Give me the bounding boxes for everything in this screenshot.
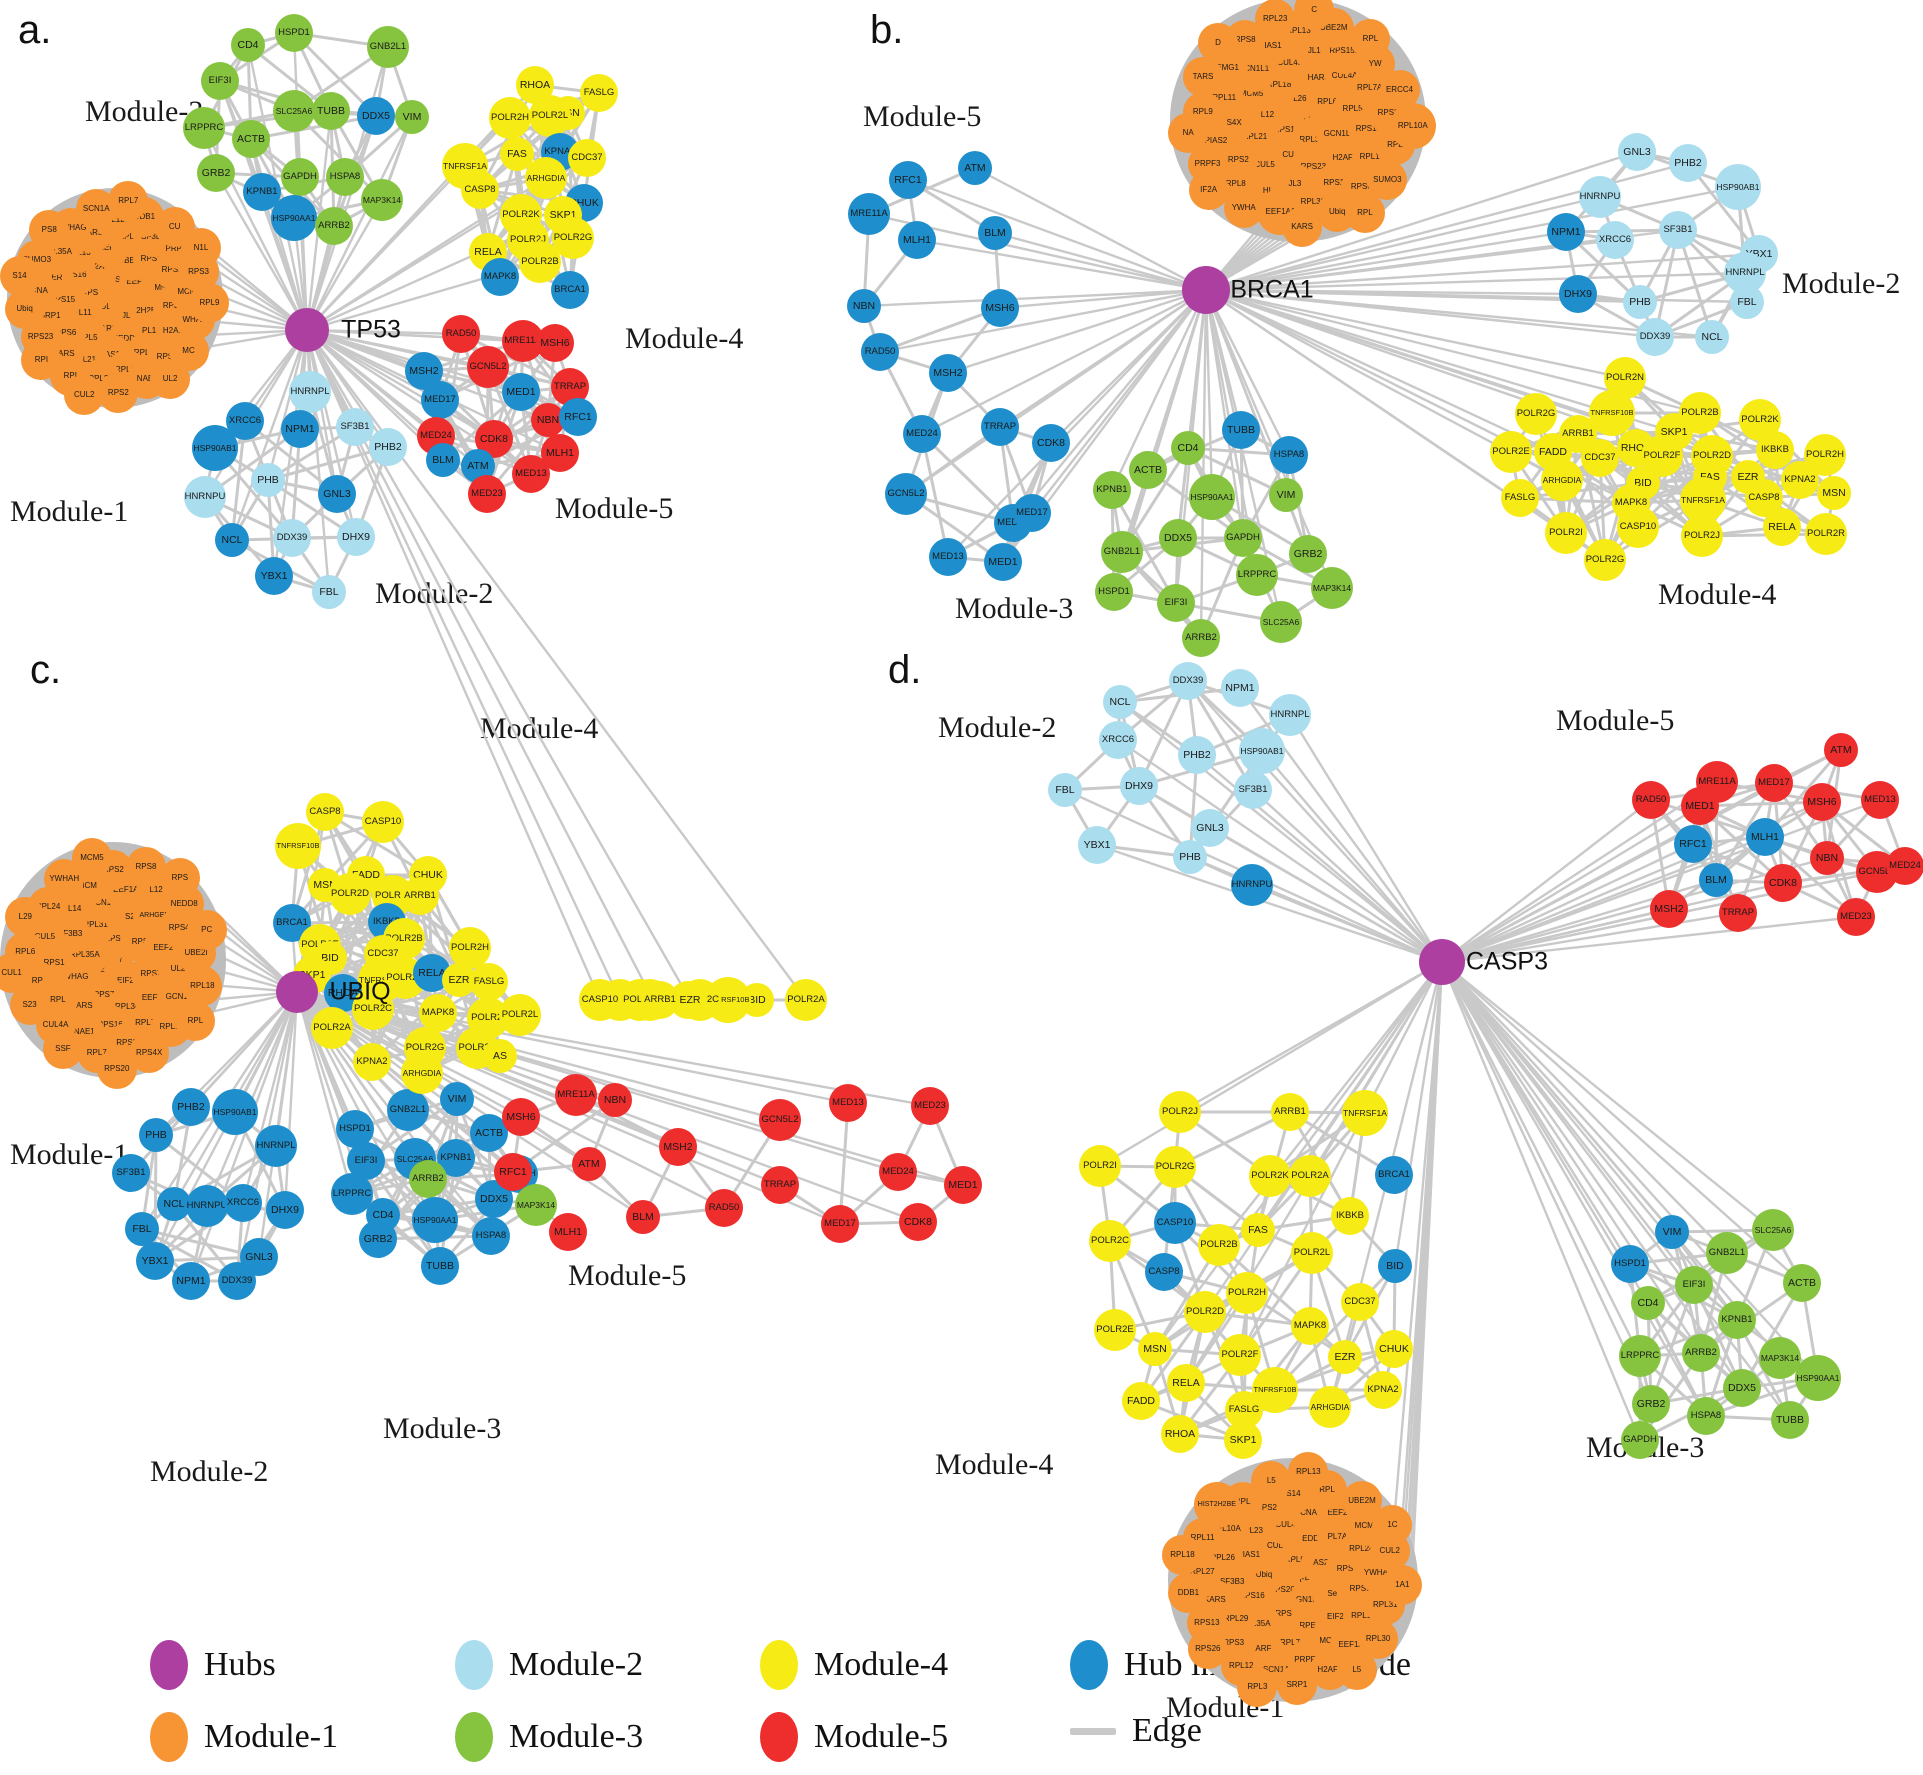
module-label-c-module-2: Module-2: [150, 1455, 269, 1488]
node-label: L5: [1352, 1665, 1362, 1675]
node-label: RPL18: [1170, 1550, 1195, 1560]
hub-label-tp53: TP53: [341, 315, 401, 344]
node-label: 1C: [1387, 1519, 1398, 1529]
node-label: RPS26: [1195, 1643, 1221, 1653]
module-label-a-module-1: Module-1: [10, 495, 129, 528]
node-label: UBE2M: [1348, 1495, 1376, 1505]
node-label: 1A1: [1395, 1580, 1410, 1590]
node-label: RPL3: [1247, 1682, 1268, 1692]
module-label-c-module-1: Module-1: [10, 1138, 129, 1171]
node-rps26[interactable]: RPS26: [1187, 1628, 1228, 1669]
hub-node-brca1[interactable]: [1182, 266, 1230, 314]
hub-node-casp3[interactable]: [1419, 939, 1465, 985]
node-l5[interactable]: L5: [1251, 1461, 1292, 1502]
node-ddb1[interactable]: DDB1: [1168, 1572, 1209, 1613]
legend-color-swatch: [1070, 1640, 1108, 1690]
node-label: DDB1: [1177, 1587, 1200, 1597]
legend-item-module-2: Module-2: [455, 1640, 643, 1690]
module-label-c-module-3: Module-3: [383, 1412, 502, 1445]
node-rpi[interactable]: RPI: [21, 339, 62, 380]
legend-item-module-3: Module-3: [455, 1712, 643, 1762]
panel-letter-a: a.: [18, 8, 52, 52]
node-rpl13[interactable]: RPL13: [1288, 1452, 1329, 1493]
hub-label-casp3: CASP3: [1466, 947, 1548, 976]
legend-label: Module-4: [814, 1646, 949, 1683]
module-label-d-module-5: Module-5: [1556, 704, 1675, 737]
panel-letter-b: b.: [870, 8, 904, 52]
panel-letter-c: c.: [30, 648, 62, 692]
legend-item-edge: Edge: [1070, 1712, 1202, 1750]
node-rpl18[interactable]: RPL18: [1162, 1535, 1203, 1576]
node-label: RPS13: [1194, 1618, 1220, 1628]
node-hist2h2be[interactable]: HIST2H2BE: [1193, 1481, 1240, 1528]
node-label: RPL13: [1296, 1467, 1321, 1477]
module-label-b-module-3: Module-3: [955, 592, 1074, 625]
hub-label-brca1: BRCA1: [1230, 275, 1314, 304]
node-rpl3[interactable]: RPL3: [1237, 1667, 1278, 1708]
node-label: CUL2: [1379, 1545, 1400, 1555]
legend-color-swatch: [150, 1640, 188, 1690]
node-label: SRP1: [1286, 1679, 1308, 1689]
legend-color-swatch: [455, 1712, 493, 1762]
legend-color-swatch: [455, 1640, 493, 1690]
legend-item-hubs: Hubs: [150, 1640, 276, 1690]
node-l5[interactable]: L5: [1336, 1650, 1377, 1691]
legend-color-swatch: [150, 1712, 188, 1762]
node-cul2[interactable]: CUL2: [64, 374, 105, 415]
hub-node-ubiq[interactable]: [276, 971, 318, 1013]
legend-color-swatch: [760, 1712, 798, 1762]
node-label: RPL30: [1365, 1634, 1391, 1643]
legend-edge-swatch: [1070, 1727, 1116, 1735]
node-label: HIST2H2BE: [1197, 1501, 1236, 1509]
panel-letter-d: d.: [888, 648, 922, 692]
legend-label: Module-1: [204, 1718, 339, 1755]
node-1a1[interactable]: 1A1: [1382, 1565, 1423, 1606]
legend-label: Edge: [1132, 1712, 1202, 1749]
legend-label: Module-3: [509, 1718, 644, 1755]
node-srp1[interactable]: SRP1: [1276, 1664, 1317, 1705]
legend-item-module-4: Module-4: [760, 1640, 948, 1690]
legend-item-module-5: Module-5: [760, 1712, 948, 1762]
legend-label: Module-2: [509, 1646, 644, 1683]
node-ssf[interactable]: SSF: [42, 1029, 83, 1070]
module-label-c-module-5: Module-5: [568, 1259, 687, 1292]
node-1c[interactable]: 1C: [1372, 1504, 1413, 1545]
legend-item-module-1: Module-1: [150, 1712, 338, 1762]
node-label: RPL29: [1223, 1613, 1249, 1623]
module-label-b-module-5: Module-5: [863, 100, 982, 133]
legend-label: Module-5: [814, 1718, 949, 1755]
node-label: RPL: [1319, 1485, 1335, 1495]
legend-label: Hubs: [204, 1646, 276, 1683]
legend-color-swatch: [760, 1640, 798, 1690]
module-label-d-module-2: Module-2: [938, 711, 1057, 744]
hub-label-ubiq: UBIQ: [329, 977, 391, 1006]
hub-node-tp53[interactable]: [285, 308, 329, 352]
module-label-d-module-4: Module-4: [935, 1448, 1054, 1481]
module-label-b-module-4: Module-4: [1658, 578, 1777, 611]
node-label: L5: [1266, 1476, 1276, 1486]
